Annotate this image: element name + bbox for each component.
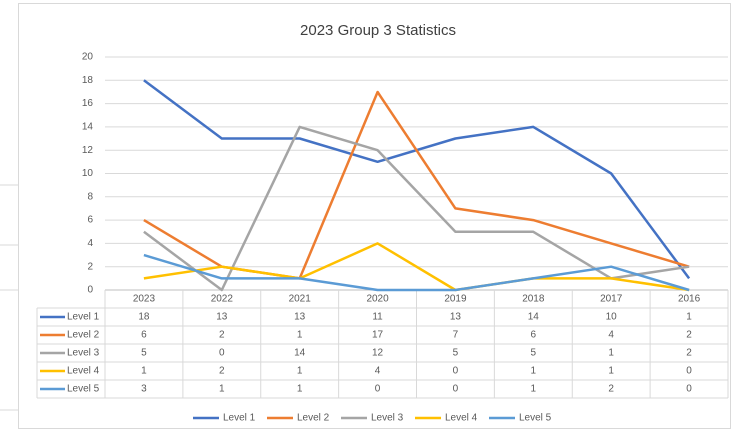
series-line [143,242,690,292]
table-cell: 1 [141,366,147,377]
table-cell: 11 [372,312,383,323]
table-cell: 0 [219,348,225,359]
y-tick-label: 4 [87,238,93,249]
y-tick-label: 12 [82,145,94,156]
legend-label: Level 5 [519,413,552,424]
series-line [143,253,690,292]
y-tick-label: 16 [82,98,94,109]
table-cell: 1 [297,330,303,341]
chart-title: 2023 Group 3 Statistics [300,22,456,39]
table-cell: 0 [375,384,381,395]
table-row-label: Level 2 [67,330,100,341]
x-tick-label: 2023 [133,294,156,305]
x-tick-label: 2018 [522,294,545,305]
x-tick-label: 2016 [678,294,701,305]
table-cell: 1 [531,366,537,377]
table-cell: 4 [608,330,614,341]
table-cell: 13 [294,312,306,323]
table-cell: 5 [453,348,459,359]
y-tick-label: 18 [82,75,94,86]
table-cell: 1 [608,348,614,359]
legend-label: Level 1 [223,413,256,424]
y-tick-label: 14 [82,122,94,133]
y-tick-label: 2 [87,261,93,272]
table-row-label: Level 5 [67,384,100,395]
y-tick-label: 20 [82,52,94,63]
table-cell: 2 [219,330,225,341]
table-cell: 3 [141,384,147,395]
x-tick-label: 2019 [444,294,467,305]
y-tick-label: 10 [82,168,94,179]
table-cell: 4 [375,366,381,377]
legend-label: Level 2 [297,413,330,424]
table-cell: 1 [608,366,614,377]
legend-label: Level 3 [371,413,404,424]
table-cell: 1 [297,384,303,395]
table-cell: 0 [453,384,459,395]
table-cell: 13 [216,312,228,323]
table-cell: 2 [219,366,225,377]
table-cell: 10 [606,312,618,323]
table-cell: 12 [372,348,384,359]
table-cell: 5 [141,348,147,359]
table-cell: 14 [528,312,540,323]
chart-border [18,3,731,429]
series-line [143,125,690,292]
x-tick-label: 2022 [211,294,234,305]
table-cell: 18 [138,312,150,323]
table-cell: 1 [297,366,303,377]
table-cell: 1 [686,312,692,323]
table-cell: 6 [531,330,537,341]
table-cell: 0 [453,366,459,377]
table-cell: 1 [219,384,225,395]
table-row-label: Level 3 [67,348,100,359]
table-cell: 2 [686,330,692,341]
x-tick-label: 2017 [600,294,623,305]
legend-label: Level 4 [445,413,478,424]
table-cell: 5 [531,348,537,359]
y-tick-label: 0 [87,285,93,296]
table-cell: 14 [294,348,306,359]
table-cell: 2 [686,348,692,359]
table-cell: 2 [608,384,614,395]
table-cell: 0 [686,366,692,377]
y-tick-label: 6 [87,215,93,226]
y-tick-label: 8 [87,191,93,202]
table-cell: 7 [453,330,459,341]
x-tick-label: 2021 [289,294,312,305]
table-row-label: Level 4 [67,366,100,377]
table-cell: 1 [531,384,537,395]
table-cell: 0 [686,384,692,395]
table-cell: 13 [450,312,462,323]
x-tick-label: 2020 [366,294,389,305]
table-cell: 17 [372,330,384,341]
table-cell: 6 [141,330,147,341]
table-row-label: Level 1 [67,312,100,323]
